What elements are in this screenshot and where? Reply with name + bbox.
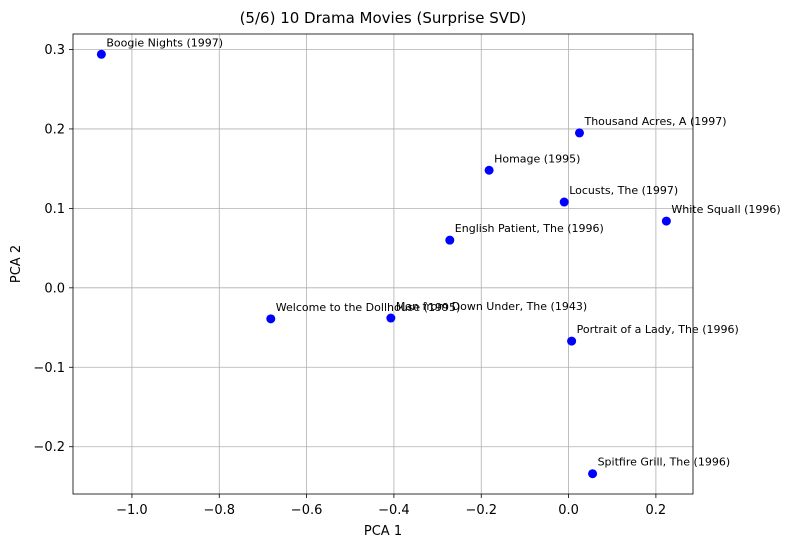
y-tick-label: 0.2 <box>44 122 65 137</box>
x-tick-label: −0.6 <box>291 503 323 518</box>
scatter-point <box>386 313 396 323</box>
data-points <box>96 49 671 479</box>
point-label: Locusts, The (1997) <box>569 184 678 197</box>
point-label: Thousand Acres, A (1997) <box>583 115 726 128</box>
y-tick-label: −0.1 <box>33 361 65 376</box>
y-tick-label: −0.2 <box>33 440 65 455</box>
scatter-point <box>574 128 584 138</box>
point-label: Portrait of a Lady, The (1996) <box>577 323 739 336</box>
x-tick-label: −0.8 <box>203 503 235 518</box>
y-tick-label: 0.0 <box>44 281 65 296</box>
y-axis-title: PCA 2 <box>9 245 24 283</box>
y-tick-label: 0.3 <box>44 43 65 58</box>
scatter-point <box>266 314 276 324</box>
point-label: Boogie Nights (1997) <box>106 36 223 49</box>
plot-frame <box>72 33 694 495</box>
x-axis-title: PCA 1 <box>364 524 402 539</box>
scatter-point <box>445 235 455 245</box>
x-tick-label: −1.0 <box>116 503 148 518</box>
y-tick-label: 0.1 <box>44 202 65 217</box>
point-label: White Squall (1996) <box>671 203 780 216</box>
scatter-point <box>96 49 106 59</box>
x-tick-label: 0.0 <box>558 503 579 518</box>
point-label: English Patient, The (1996) <box>455 222 604 235</box>
x-tick-label: −0.4 <box>378 503 410 518</box>
grid-lines <box>73 34 693 494</box>
point-label: Homage (1995) <box>494 152 580 165</box>
scatter-point <box>484 165 494 175</box>
point-label: Welcome to the Dollhouse (1995) <box>276 301 460 314</box>
x-tick-label: −0.2 <box>465 503 497 518</box>
point-labels: Boogie Nights (1997) Thousand Acres, A (1… <box>106 36 780 468</box>
scatter-point <box>559 197 569 207</box>
scatter-point <box>567 336 577 346</box>
axis-ticks: −1.0 −0.8 −0.6 −0.4 −0.2 0.0 0.2 −0.2 −0.1 0.0 0.1… <box>33 43 666 518</box>
point-label: Man from Down Under, The (1943) <box>396 300 587 313</box>
chart-title: (5/6) 10 Drama Movies (Surprise SVD) <box>240 9 527 27</box>
x-tick-label: 0.2 <box>646 503 667 518</box>
scatter-point <box>661 216 671 226</box>
scatter-point <box>588 469 598 479</box>
point-label: Spitfire Grill, The (1996) <box>598 456 731 469</box>
